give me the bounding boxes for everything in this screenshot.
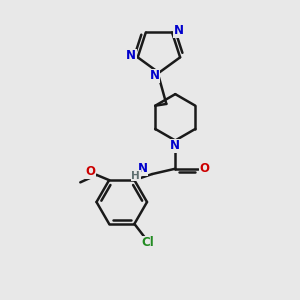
Text: Cl: Cl: [141, 236, 154, 249]
Text: N: N: [138, 162, 148, 175]
Text: N: N: [174, 24, 184, 38]
Text: O: O: [200, 162, 209, 175]
Text: H: H: [131, 171, 140, 181]
Text: N: N: [170, 139, 180, 152]
Text: N: N: [126, 49, 136, 62]
Text: N: N: [149, 69, 160, 82]
Text: O: O: [85, 166, 95, 178]
